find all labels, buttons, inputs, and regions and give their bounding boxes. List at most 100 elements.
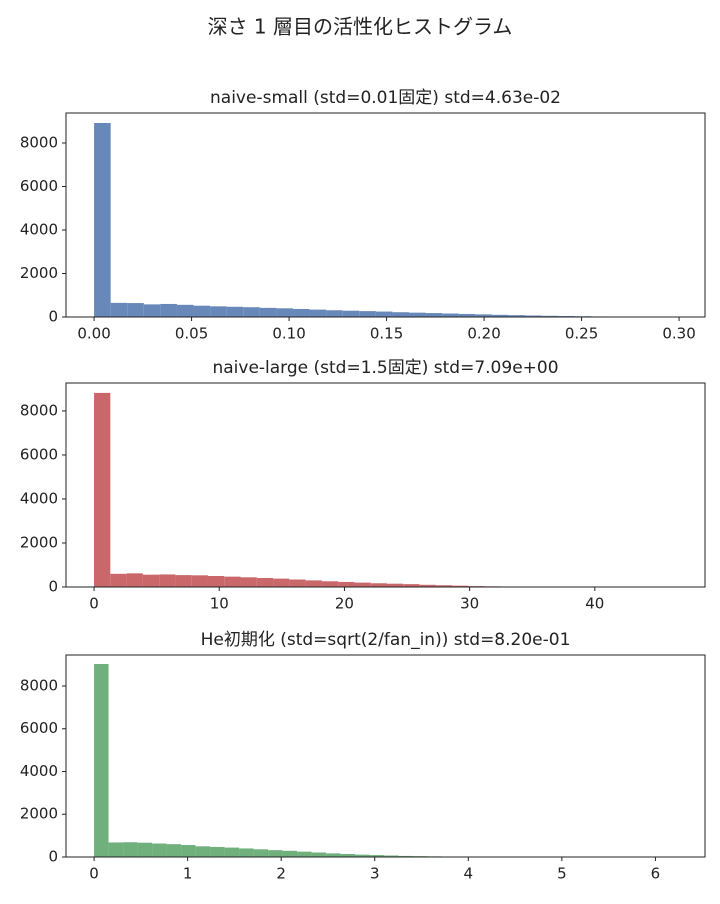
bar — [208, 576, 224, 587]
x-tick-label: 1 — [183, 865, 193, 883]
bar — [109, 842, 124, 857]
bar — [177, 305, 194, 317]
x-tick-label: 0.30 — [662, 325, 695, 343]
y-tick-label: 0 — [48, 848, 58, 866]
x-tick-label: 0.25 — [565, 325, 598, 343]
bar — [159, 574, 175, 587]
y-tick-label: 8000 — [20, 676, 58, 694]
bar — [310, 310, 327, 317]
bar — [94, 393, 110, 587]
bar — [343, 311, 360, 317]
x-tick-label: 5 — [557, 865, 567, 883]
bar — [371, 583, 387, 587]
bar — [326, 853, 341, 857]
y-tick-label: 2000 — [20, 264, 58, 282]
chart-title: naive-small (std=0.01固定) std=4.63e-02 — [210, 88, 561, 108]
bar — [111, 303, 128, 317]
x-tick-label: 0 — [89, 865, 99, 883]
figure-title: 深さ 1 層目の活性化ヒストグラム — [208, 15, 513, 39]
x-tick-label: 0.15 — [370, 325, 403, 343]
bar — [442, 314, 459, 317]
bar — [306, 580, 322, 587]
bar — [224, 577, 240, 587]
bar — [392, 312, 409, 317]
bar — [167, 844, 182, 857]
bar — [123, 842, 138, 857]
bar — [110, 574, 126, 587]
bar — [127, 573, 143, 587]
y-tick-label: 0 — [48, 578, 58, 596]
y-tick-label: 6000 — [20, 177, 58, 195]
x-tick-label: 40 — [585, 595, 604, 613]
chart-title: naive-large (std=1.5固定) std=7.09e+00 — [212, 358, 558, 378]
x-tick-label: 30 — [460, 595, 479, 613]
bar — [192, 575, 208, 587]
y-tick-label: 8000 — [20, 134, 58, 152]
x-tick-label: 6 — [651, 865, 661, 883]
bar — [283, 851, 298, 857]
y-tick-label: 2000 — [20, 805, 58, 823]
bar — [359, 311, 376, 317]
y-tick-label: 6000 — [20, 719, 58, 737]
bar — [152, 844, 167, 857]
x-tick-label: 10 — [210, 595, 229, 613]
bar — [194, 306, 211, 317]
bar — [94, 664, 109, 857]
x-tick-label: 0 — [89, 595, 99, 613]
bar — [225, 848, 240, 857]
bar — [210, 847, 225, 857]
y-tick-label: 0 — [48, 308, 58, 326]
x-tick-label: 2 — [276, 865, 286, 883]
axes-frame — [66, 383, 705, 587]
bar — [210, 306, 227, 317]
bar — [260, 308, 277, 317]
bar — [227, 307, 244, 317]
bar — [196, 846, 211, 857]
bar — [276, 308, 293, 317]
chart-title: He初期化 (std=sqrt(2/fan_in)) std=8.20e-01 — [201, 630, 571, 650]
bar — [326, 310, 343, 317]
bar — [160, 304, 177, 317]
bar — [297, 852, 312, 857]
bar — [426, 313, 443, 317]
bar — [312, 853, 327, 857]
x-tick-label: 4 — [464, 865, 474, 883]
bar — [239, 848, 254, 857]
bar — [241, 577, 257, 587]
bar — [409, 313, 426, 317]
bar — [293, 309, 310, 317]
y-tick-label: 2000 — [20, 533, 58, 551]
bar — [94, 123, 111, 317]
y-tick-label: 4000 — [20, 762, 58, 780]
bar — [273, 579, 289, 587]
bar — [254, 849, 269, 857]
bar — [289, 580, 305, 587]
x-tick-label: 0.20 — [467, 325, 500, 343]
bar — [257, 578, 273, 587]
y-tick-label: 6000 — [20, 445, 58, 463]
bar — [268, 850, 283, 857]
bar — [338, 582, 354, 587]
x-tick-label: 0.10 — [272, 325, 305, 343]
bar — [127, 303, 144, 317]
axes-frame — [66, 655, 705, 857]
bar — [144, 304, 161, 317]
bar — [376, 312, 393, 317]
bar — [175, 575, 191, 587]
bar — [143, 575, 159, 587]
bar — [138, 843, 153, 857]
x-tick-label: 3 — [370, 865, 380, 883]
x-tick-label: 0.05 — [175, 325, 208, 343]
bar — [181, 845, 196, 857]
x-tick-label: 0.00 — [77, 325, 110, 343]
axes-frame — [66, 113, 705, 317]
bar — [243, 307, 260, 317]
bar — [354, 583, 370, 587]
y-tick-label: 4000 — [20, 221, 58, 239]
y-tick-label: 4000 — [20, 489, 58, 507]
bar — [322, 581, 338, 587]
y-tick-label: 8000 — [20, 401, 58, 419]
x-tick-label: 20 — [335, 595, 354, 613]
